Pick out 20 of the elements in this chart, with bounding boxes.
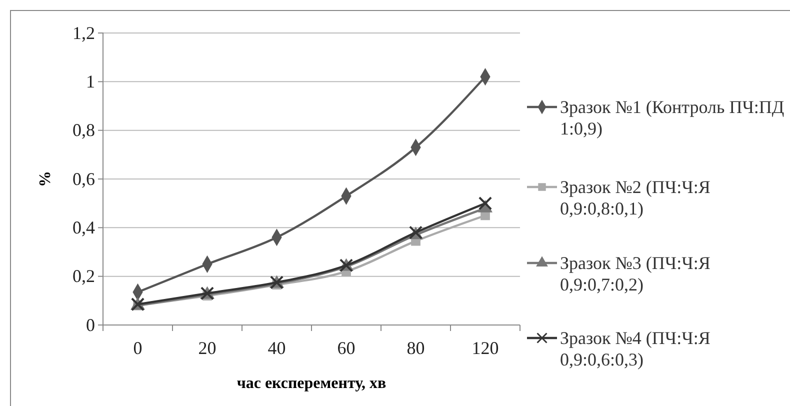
y-tick-label: 0,2 [72, 266, 95, 286]
x-tick-label: 60 [337, 338, 356, 358]
x-tick-label: 40 [268, 338, 286, 358]
legend-label: Зразок №2 (ПЧ:Ч:Я 0,9:0,8:0,1) [560, 177, 710, 219]
x-tick-label: 20 [198, 338, 216, 358]
y-axis-title: % [37, 171, 54, 187]
point [478, 196, 492, 210]
x-tick-label: 120 [472, 338, 499, 358]
legend-label: Зразок №3 (ПЧ:Ч:Я 0,9:0,7:0,2) [560, 253, 710, 295]
legend-label: Зразок №1 (Контроль ПЧ:ПД 1:0,9) [560, 97, 784, 139]
y-tick-label: 0,8 [72, 120, 95, 140]
x-axis-title: час експеременту, хв [236, 375, 387, 392]
y-tick-label: 1,2 [72, 22, 95, 43]
y-tick-label: 1 [86, 71, 95, 92]
y-tick-label: 0,4 [72, 217, 95, 238]
legend-label: Зразок №4 (ПЧ:Ч:Я 0,9:0,6:0,3) [560, 328, 710, 370]
x-tick-label: 0 [133, 338, 142, 358]
x-tick-label: 80 [406, 338, 425, 358]
y-tick-label: 0 [86, 314, 95, 335]
y-tick-label: 0,6 [72, 168, 95, 189]
